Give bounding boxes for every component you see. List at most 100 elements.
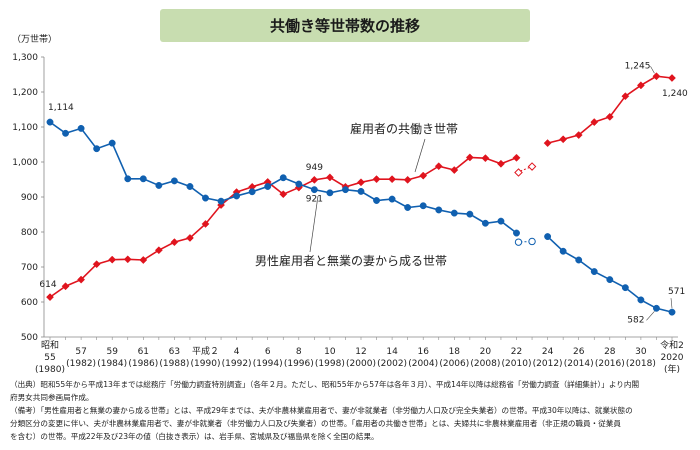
- data-point: [248, 188, 256, 196]
- data-point: [77, 124, 85, 132]
- data-point: [513, 229, 520, 237]
- data-point: [310, 175, 319, 184]
- x-tick-label-year: (1994): [253, 359, 283, 369]
- x-tick-label: 55: [44, 353, 55, 363]
- x-tick-label: 14: [386, 347, 398, 357]
- y-tick-label: 500: [21, 333, 38, 343]
- x-tick-label-year: (2004): [408, 359, 438, 369]
- data-point: [233, 192, 241, 200]
- x-tick-label: 26: [573, 347, 585, 357]
- x-tick-label: 20: [480, 347, 492, 357]
- x-tick-label-year: (2016): [595, 359, 625, 369]
- chart-notes: （出典）昭和55年から平成13年までは総務庁「労働力調査特別調査」（各年２月。た…: [10, 378, 694, 443]
- data-point: [170, 177, 178, 185]
- data-point: [77, 275, 86, 284]
- data-point: [217, 197, 225, 205]
- data-point: [61, 282, 70, 291]
- data-point: [201, 219, 210, 228]
- leader-line: [670, 298, 673, 309]
- y-tick-label: 900: [21, 193, 38, 203]
- x-tick-label: 24: [542, 347, 554, 357]
- data-point: [434, 162, 443, 171]
- x-tick-label-year: (1986): [128, 359, 158, 369]
- x-axis: 昭和 55 (1980) 57 (1982) 59 (1984) 61 (1986) 63 (198…: [35, 336, 684, 375]
- data-point: [621, 92, 630, 101]
- data-point: [388, 175, 397, 184]
- data-point: [590, 268, 598, 275]
- data-point: [668, 74, 676, 82]
- data-point: [465, 153, 474, 162]
- data-point: [605, 112, 614, 121]
- data-point: [123, 255, 132, 264]
- data-point: [155, 182, 163, 189]
- y-unit-label: （万世帯）: [12, 33, 57, 45]
- data-point: [481, 219, 489, 227]
- note-line-5: を含む）の世帯。平成22年及び23年の値（白抜き表示）は、岩手県、宮城県及び福島…: [10, 432, 379, 441]
- x-tick-label: 8: [296, 347, 302, 357]
- data-point: [512, 153, 521, 162]
- x-tick-label-year: (1992): [222, 359, 252, 369]
- data-point: [652, 72, 661, 81]
- data-point: [435, 206, 443, 214]
- data-point-hollow: [514, 238, 523, 246]
- data-point: [450, 209, 458, 217]
- data-point: [403, 175, 412, 184]
- data-point: [108, 255, 117, 264]
- x-tick-label: 30: [635, 347, 647, 357]
- data-point: [325, 173, 334, 182]
- data-point: [357, 187, 365, 195]
- x-tick-label-year: (1998): [315, 359, 345, 369]
- data-point: [450, 166, 459, 175]
- data-point: [46, 118, 54, 126]
- y-tick-label: 600: [21, 298, 38, 308]
- data-point: [202, 194, 209, 202]
- data-point: [62, 129, 70, 137]
- x-tick-label: 57: [75, 347, 86, 357]
- x-tick-label-era: 令和2: [660, 339, 684, 351]
- data-point-hollow: [528, 237, 536, 246]
- data-point: [653, 304, 660, 312]
- x-tick-label-year: 2020: [661, 353, 684, 363]
- data-label: 614: [39, 280, 56, 290]
- note-line-1: （出典）昭和55年から平成13年までは総務庁「労働力調査特別調査」（各年２月。た…: [10, 380, 640, 389]
- y-tick-label: 700: [21, 263, 38, 273]
- x-tick-label: 10: [324, 347, 336, 357]
- data-point: [373, 197, 380, 204]
- data-point: [357, 178, 365, 187]
- x-tick-label-year: (2014): [564, 359, 594, 369]
- x-tick-label: 59: [106, 347, 118, 357]
- x-year-suffix: (年): [664, 363, 680, 375]
- data-point: [186, 183, 194, 190]
- note-line-2: 府男女共同参画局作成。: [10, 393, 94, 402]
- data-label: 921: [306, 195, 323, 205]
- data-point: [372, 175, 381, 184]
- data-point: [668, 308, 676, 316]
- data-point: [139, 256, 148, 264]
- line-chart: （万世帯） 500 600 700 800 900 1,000 1,100 1,200 1,300…: [12, 33, 688, 375]
- data-point: [388, 195, 396, 203]
- data-label: 582: [627, 315, 644, 325]
- data-point: [637, 296, 645, 304]
- note-line-3: （備考）「男性雇用者と無業の妻から成る世帯」とは、平成29年までは、夫が非農林業…: [10, 406, 633, 415]
- x-tick-label-year: (1990): [191, 359, 221, 369]
- data-point: [621, 284, 629, 292]
- data-point: [170, 238, 179, 247]
- x-tick-label-year: (2006): [439, 359, 469, 369]
- y-tick-label: 1,000: [12, 158, 38, 168]
- x-tick-label-year: (2008): [470, 359, 500, 369]
- series-line: [547, 75, 673, 144]
- data-point: [326, 189, 334, 197]
- x-tick-label: 28: [604, 347, 616, 357]
- y-tick-label: 1,100: [12, 123, 38, 133]
- data-point: [559, 247, 567, 255]
- x-tick-label-year: (1980): [35, 365, 65, 375]
- x-tick-label: 4: [234, 347, 240, 357]
- data-point: [46, 293, 54, 302]
- x-tick-label: 18: [449, 347, 461, 357]
- chart-title: 共働き等世帯数の推移: [160, 9, 530, 42]
- data-point: [404, 204, 412, 211]
- x-tick-label: 6: [265, 347, 271, 357]
- data-point: [264, 183, 272, 190]
- series-label-dual-income: 雇用者の共働き世帯: [350, 121, 458, 136]
- data-point: [481, 154, 490, 163]
